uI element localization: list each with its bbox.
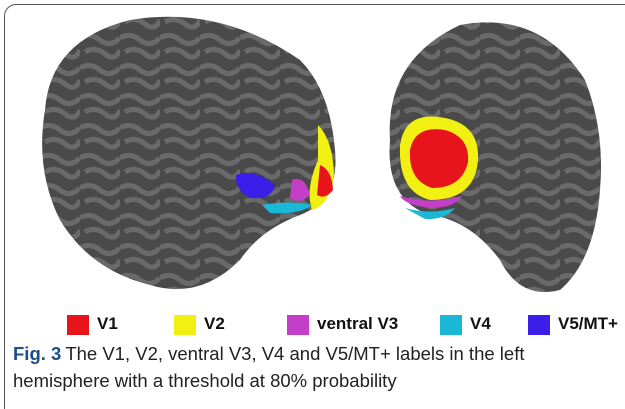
legend-label: V5/MT+ bbox=[558, 313, 618, 335]
caption-text: The V1, V2, ventral V3, V4 and V5/MT+ la… bbox=[13, 343, 524, 391]
brain-images bbox=[0, 0, 625, 310]
legend-swatch bbox=[67, 315, 89, 335]
legend-label: V1 bbox=[97, 313, 118, 335]
figure: V1 V2 ventral V3 V4 V5/MT+ Fig. 3The V1, V2,… bbox=[0, 0, 625, 409]
left-hemisphere bbox=[42, 17, 335, 289]
legend-swatch bbox=[528, 315, 550, 335]
legend-swatch bbox=[287, 315, 309, 335]
legend-label: ventral V3 bbox=[317, 313, 398, 335]
legend-swatch bbox=[440, 315, 462, 335]
legend-swatch bbox=[174, 315, 196, 335]
caption-label: Fig. 3 bbox=[13, 343, 61, 364]
legend-label: V4 bbox=[470, 313, 491, 335]
legend-label: V2 bbox=[204, 313, 225, 335]
